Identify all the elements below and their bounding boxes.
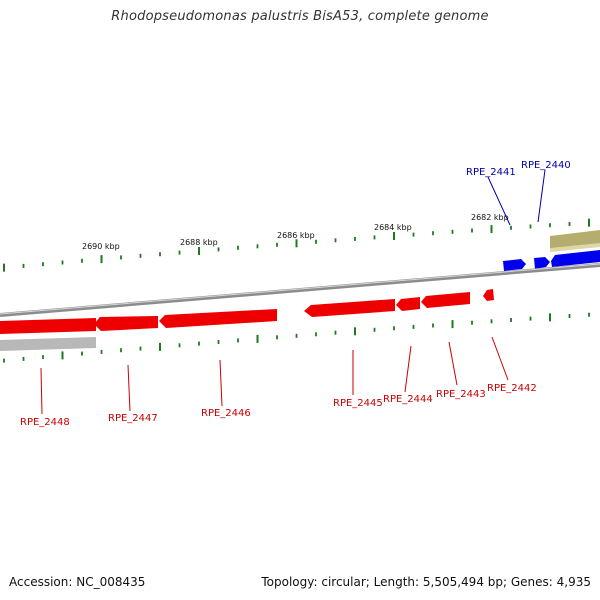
scale-label-2686: 2686 kbp [277, 231, 315, 240]
genome-backbone-highlight [0, 263, 600, 315]
gene-label-RPE_2448[interactable]: RPE_2448 [20, 417, 70, 428]
genome-backbone [0, 263, 600, 317]
leader-line-RPE_2448 [40, 367, 43, 415]
gene-arrow-RPE_2444[interactable] [396, 297, 420, 311]
leader-line-RPE_2441 [487, 176, 511, 226]
olive-feature-shadow [550, 243, 600, 252]
gene-arrow-blue-feature[interactable] [551, 250, 600, 267]
leader-line-RPE_2440 [537, 169, 546, 223]
gene-label-RPE_2444[interactable]: RPE_2444 [383, 394, 433, 405]
gray-feature[interactable] [0, 337, 96, 351]
gene-arrow-RPE_2445[interactable] [304, 299, 395, 317]
gene-label-RPE_2440[interactable]: RPE_2440 [521, 160, 571, 171]
scale-label-2684: 2684 kbp [374, 223, 412, 232]
accession-text: Accession: NC_008435 [9, 575, 146, 589]
gene-arrow-RPE_2443[interactable] [421, 292, 470, 308]
gene-arrow-RPE_2447[interactable] [94, 316, 158, 331]
gene-label-RPE_2443[interactable]: RPE_2443 [436, 389, 486, 400]
gene-label-RPE_2447[interactable]: RPE_2447 [108, 413, 158, 424]
gene-arrow-RPE_2441[interactable] [503, 259, 526, 271]
map-title: Rhodopseudomonas palustris BisA53, compl… [111, 9, 489, 24]
scale-label-2682: 2682 kbp [471, 213, 509, 222]
gene-arrow-RPE_2442[interactable] [483, 289, 494, 301]
leader-line-RPE_2442 [491, 336, 509, 381]
gene-arrow-RPE_2446[interactable] [159, 309, 277, 328]
gene-arrow-RPE_2448[interactable] [0, 318, 96, 334]
leader-line-RPE_2444 [404, 345, 412, 393]
leader-line-RPE_2446 [219, 359, 223, 407]
gene-label-RPE_2445[interactable]: RPE_2445 [333, 398, 383, 409]
outer-scale-ticks [3, 218, 590, 272]
gene-label-RPE_2442[interactable]: RPE_2442 [487, 383, 537, 394]
genome-summary-text: Topology: circular; Length: 5,505,494 bp… [261, 575, 591, 589]
gene-label-RPE_2441[interactable]: RPE_2441 [466, 167, 516, 178]
leader-line-RPE_2443 [448, 341, 458, 386]
scale-label-2688: 2688 kbp [180, 238, 218, 247]
inner-scale-ticks [3, 312, 590, 363]
leader-line-RPE_2447 [127, 364, 131, 412]
scale-label-2690: 2690 kbp [82, 242, 120, 251]
gene-label-RPE_2446[interactable]: RPE_2446 [201, 408, 251, 419]
gene-arrow-RPE_2440[interactable] [534, 257, 550, 269]
